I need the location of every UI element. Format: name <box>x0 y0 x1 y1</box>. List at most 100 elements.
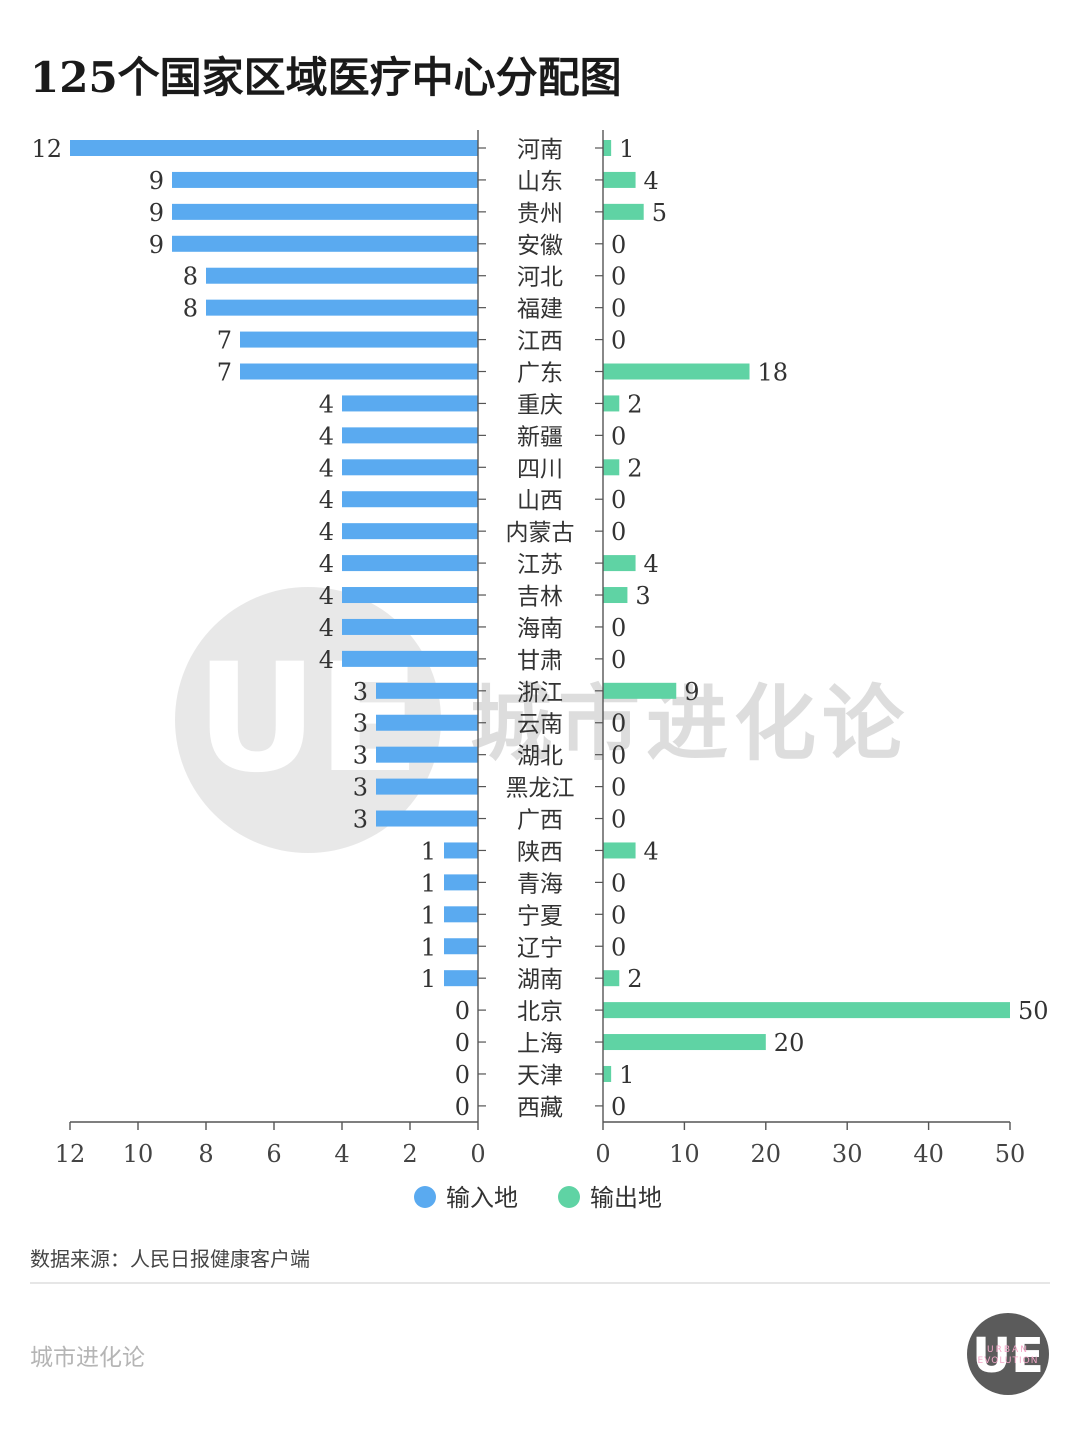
category-label: 江西 <box>517 329 563 355</box>
category-label: 甘肃 <box>517 648 563 674</box>
right-axis-tick-label: 0 <box>595 1140 610 1168</box>
input-bar <box>172 171 478 188</box>
output-bar <box>603 459 620 476</box>
output-bars <box>603 140 1010 1082</box>
input-value-label: 1 <box>421 869 436 897</box>
category-label: 河北 <box>517 265 563 291</box>
input-bar <box>444 906 478 923</box>
output-bar <box>603 140 612 156</box>
input-value-label: 3 <box>353 774 368 802</box>
input-bar <box>342 459 478 476</box>
ue-logo-letters: UE <box>972 1328 1044 1384</box>
watermark-text: 城市进化论 <box>470 677 910 772</box>
right-axis-tick-label: 20 <box>751 1140 782 1168</box>
input-bar <box>342 587 478 604</box>
input-bar <box>70 140 478 156</box>
input-value-label: 1 <box>421 965 436 993</box>
output-bar <box>603 203 644 220</box>
input-value-label: 4 <box>319 582 334 610</box>
input-value-label: 12 <box>31 135 62 163</box>
output-value-label: 50 <box>1018 997 1049 1025</box>
output-value-label: 0 <box>611 901 626 929</box>
output-bar <box>603 363 750 380</box>
input-value-label: 3 <box>353 742 368 770</box>
left-axis-tick-label: 12 <box>55 1140 86 1168</box>
category-label: 安徽 <box>517 233 563 259</box>
chart-title: 125个国家区域医疗中心分配图 <box>30 53 622 102</box>
ue-logo-circle <box>967 1313 1049 1395</box>
ue-logo: UE URBAN EVOLUTION <box>967 1313 1049 1395</box>
output-value-label: 0 <box>611 231 626 259</box>
category-label: 新疆 <box>517 424 563 450</box>
output-value-label: 2 <box>627 454 642 482</box>
footer-brand: 城市进化论 <box>30 1345 145 1371</box>
left-axis-tick-label: 0 <box>470 1140 485 1168</box>
input-bar <box>206 267 478 284</box>
input-value-label: 9 <box>149 199 164 227</box>
input-bar <box>376 778 478 795</box>
output-value-label: 0 <box>611 327 626 355</box>
left-axis-tick-label: 4 <box>334 1140 349 1168</box>
input-value-label: 4 <box>319 486 334 514</box>
category-label: 青海 <box>517 871 563 897</box>
output-value-label: 18 <box>758 359 789 387</box>
output-bar <box>603 1034 766 1051</box>
butterfly-bar-chart: UE 城市进化论 12 19 49 59 08 08 07 07 184 24 04 24 04 04 44… <box>31 130 1049 1212</box>
right-axis-tick-label: 30 <box>832 1140 863 1168</box>
input-value-label: 3 <box>353 710 368 738</box>
input-bar <box>342 555 478 572</box>
output-bar <box>603 587 628 604</box>
category-label: 贵州 <box>517 201 563 227</box>
output-value-label: 4 <box>644 550 659 578</box>
category-label: 陕西 <box>517 839 563 865</box>
input-bar <box>172 235 478 252</box>
input-value-label: 8 <box>183 263 198 291</box>
input-value-label: 9 <box>149 231 164 259</box>
input-bar <box>376 682 478 699</box>
right-axis-tick-label: 50 <box>995 1140 1026 1168</box>
legend-item-output-label: 输出地 <box>590 1184 662 1212</box>
category-label: 天津 <box>517 1063 563 1089</box>
input-value-label: 7 <box>217 359 232 387</box>
category-label: 重庆 <box>517 392 563 418</box>
output-value-label: 0 <box>611 1093 626 1121</box>
output-value-label: 0 <box>611 933 626 961</box>
input-bar <box>240 363 478 380</box>
input-value-label: 7 <box>217 327 232 355</box>
category-label: 浙江 <box>517 680 563 706</box>
input-value-label: 4 <box>319 422 334 450</box>
output-bar <box>603 395 620 412</box>
legend-item-output-swatch <box>558 1186 580 1208</box>
input-value-label: 1 <box>421 901 436 929</box>
category-label: 湖南 <box>517 967 563 993</box>
category-label: 西藏 <box>517 1095 563 1121</box>
category-label: 山西 <box>517 488 563 514</box>
right-axis-tick-label: 10 <box>669 1140 700 1168</box>
category-label: 云南 <box>517 712 563 738</box>
output-value-label: 0 <box>611 710 626 738</box>
input-bar <box>206 299 478 316</box>
output-bar <box>603 1002 1010 1019</box>
category-label: 山东 <box>517 169 563 195</box>
output-value-label: 1 <box>619 1061 634 1089</box>
input-value-label: 1 <box>421 837 436 865</box>
category-label: 辽宁 <box>517 935 563 961</box>
category-labels: 河南山东贵州安徽河北福建江西广东重庆新疆四川山西内蒙古江苏吉林海南甘肃浙江云南湖… <box>506 137 575 1121</box>
input-value-label: 1 <box>421 933 436 961</box>
output-value-label: 4 <box>644 837 659 865</box>
output-value-label: 0 <box>611 646 626 674</box>
output-value-label: 20 <box>774 1029 805 1057</box>
output-value-label: 0 <box>611 806 626 834</box>
output-value-label: 0 <box>611 263 626 291</box>
value-labels: 12 19 49 59 08 08 07 07 184 24 04 24 04 04 44 34 04 03 93 0… <box>31 135 1048 1121</box>
input-bars <box>70 140 478 987</box>
output-bar <box>603 171 636 188</box>
legend: 输入地 输出地 <box>414 1184 662 1212</box>
category-label: 广东 <box>517 361 563 387</box>
input-value-label: 9 <box>149 167 164 195</box>
output-value-label: 2 <box>627 965 642 993</box>
output-value-label: 0 <box>611 614 626 642</box>
category-label: 上海 <box>517 1031 563 1057</box>
category-label: 福建 <box>517 297 563 323</box>
input-value-label: 4 <box>319 614 334 642</box>
